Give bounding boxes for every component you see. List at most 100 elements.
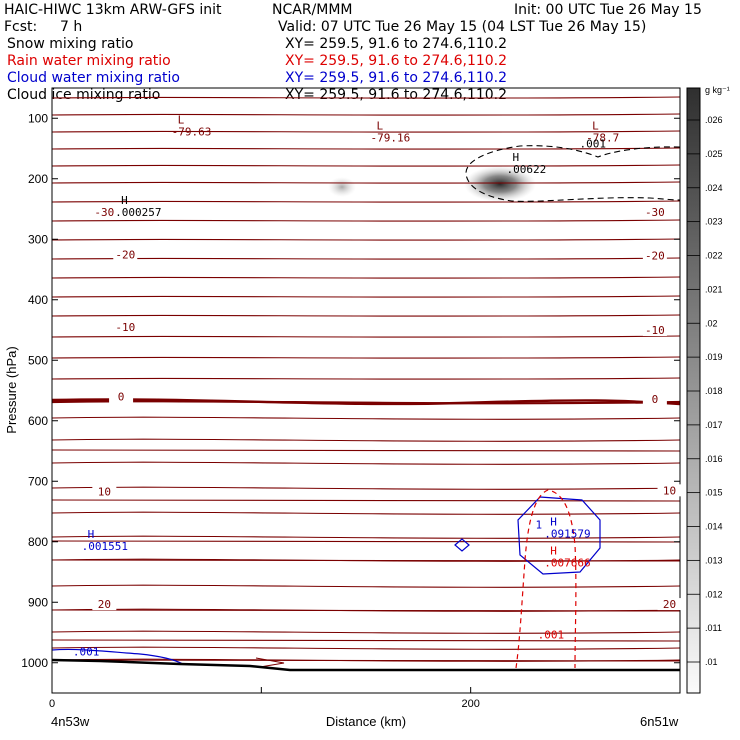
- field-xy: XY= 259.5, 91.6 to 274.6,110.2: [285, 70, 507, 86]
- field-xy: XY= 259.5, 91.6 to 274.6,110.2: [285, 36, 507, 52]
- colorbar-tick-label: .02: [705, 318, 718, 328]
- isotherm-line: [52, 499, 680, 502]
- isotherm-line: [52, 461, 680, 465]
- model-title: HAIC-HIWC 13km ARW-GFS init: [4, 2, 222, 18]
- isotherm-label: -20: [115, 248, 135, 261]
- isotherm-line: [52, 113, 680, 116]
- colorbar-tick-label: .013: [705, 555, 723, 565]
- colorbar-tick-label: .025: [705, 149, 723, 159]
- isotherm-label-bg: [109, 390, 134, 403]
- extremum-value: .007666: [544, 557, 590, 570]
- isotherm-line: [52, 558, 680, 562]
- cloud-water-lowlevel: [52, 648, 184, 665]
- isotherm-line: [52, 584, 680, 588]
- x-tick-label: 0: [49, 698, 55, 710]
- extremum-marker: H: [550, 516, 557, 529]
- fcst-value: 7 h: [60, 19, 82, 35]
- contour-label: 1: [536, 518, 543, 531]
- isotherm-label: -10: [115, 321, 135, 334]
- colorbar-tick-label: .014: [705, 522, 723, 532]
- extremum-value: .001551: [82, 540, 128, 553]
- extremum-marker: L: [178, 113, 185, 126]
- isotherm-label: 10: [663, 484, 676, 497]
- fcst-label: Fcst:: [4, 19, 37, 35]
- isotherm-label: 0: [118, 391, 125, 404]
- freezing-level-line: [52, 398, 680, 406]
- isotherm-line: [52, 608, 680, 612]
- temperature-contours: [52, 96, 680, 668]
- isotherm-line: [52, 219, 680, 222]
- isotherm-line: [52, 356, 680, 359]
- init-time: Init: 00 UTC Tue 26 May 15: [514, 2, 702, 18]
- isotherm-line: [52, 130, 680, 133]
- isotherm-line: [52, 238, 680, 241]
- left-corner-label: 4n53w: [51, 714, 90, 729]
- isotherm-label-bg: [113, 248, 138, 261]
- isotherm-line: [52, 658, 680, 662]
- isotherm-label: 10: [98, 486, 111, 499]
- snow-shading-small: [328, 177, 356, 197]
- isotherm-label-bg: [642, 206, 667, 219]
- isotherm-line: [52, 646, 680, 650]
- isotherm-label: -10: [645, 324, 665, 337]
- isotherm-hook: [255, 657, 285, 668]
- isotherm-line: [52, 200, 680, 203]
- isotherm-label: 20: [98, 598, 111, 611]
- terrain-line: [52, 658, 680, 672]
- isotherm-label-bg: [642, 249, 667, 262]
- colorbar-tick-label: .019: [705, 352, 723, 362]
- y-tick-label: 800: [28, 535, 48, 549]
- x-tick-label: 200: [461, 698, 479, 710]
- x-axis: 0 200: [49, 687, 681, 710]
- isotherm-label: 0: [652, 393, 659, 406]
- colorbar-tick-label: .012: [705, 589, 723, 599]
- isotherm-line: [52, 276, 680, 279]
- cloud-water-ring: [517, 496, 601, 575]
- y-tick-label: 100: [28, 111, 48, 125]
- colorbar-tick-label: .024: [705, 183, 723, 193]
- extremum-marker: L: [592, 119, 599, 132]
- isotherm-line: [52, 486, 680, 490]
- colorbar-tick-label: .023: [705, 217, 723, 227]
- isotherm-line: [52, 314, 680, 317]
- y-tick-label: 500: [28, 353, 48, 367]
- extremum-value: .000257: [115, 206, 161, 219]
- right-corner-label: 6n51w: [640, 714, 679, 729]
- isotherm-line: [52, 535, 680, 539]
- extremum-marker: H: [121, 194, 128, 207]
- field-name: Cloud water mixing ratio: [7, 70, 180, 86]
- y-tick-label: 1000: [21, 656, 48, 670]
- rain-contour: [515, 489, 577, 669]
- isotherm-label-bg: [92, 485, 117, 498]
- colorbar-tick-label: .018: [705, 386, 723, 396]
- snow-contour-line: [465, 145, 680, 202]
- isotherm-line: [52, 416, 680, 420]
- extremum-marker: L: [376, 119, 383, 132]
- isotherm-label-bg: [657, 484, 682, 497]
- isotherm-label: -30: [645, 206, 665, 219]
- isotherm-line: [52, 335, 680, 338]
- isotherm-line: [52, 257, 680, 260]
- extremum-value: -79.63: [172, 125, 212, 138]
- field-name: Snow mixing ratio: [7, 36, 133, 52]
- isotherm-line: [52, 295, 680, 298]
- extremum-marker: H: [88, 528, 95, 541]
- isotherm-label: -20: [645, 250, 665, 263]
- colorbar-tick-label: .021: [705, 284, 723, 294]
- valid-time: Valid: 07 UTC Tue 26 May 15 (04 LST Tue …: [278, 19, 646, 35]
- isotherm-line: [52, 639, 680, 642]
- isotherm-line: [52, 96, 680, 99]
- isotherm-label-bg: [642, 392, 667, 405]
- extremum-value: .091579: [544, 528, 590, 541]
- colorbar-tick-label: .01: [705, 657, 718, 667]
- isotherm-line: [52, 164, 680, 167]
- contour-label: .001: [538, 629, 565, 642]
- colorbar-unit: g kg⁻¹: [705, 85, 730, 95]
- y-tick-label: 200: [28, 172, 48, 186]
- isotherm-label: 20: [663, 598, 676, 611]
- field-xy: XY= 259.5, 91.6 to 274.6,110.2: [285, 87, 507, 103]
- snow-contour: [465, 145, 680, 202]
- field-xy: XY= 259.5, 91.6 to 274.6,110.2: [285, 53, 507, 69]
